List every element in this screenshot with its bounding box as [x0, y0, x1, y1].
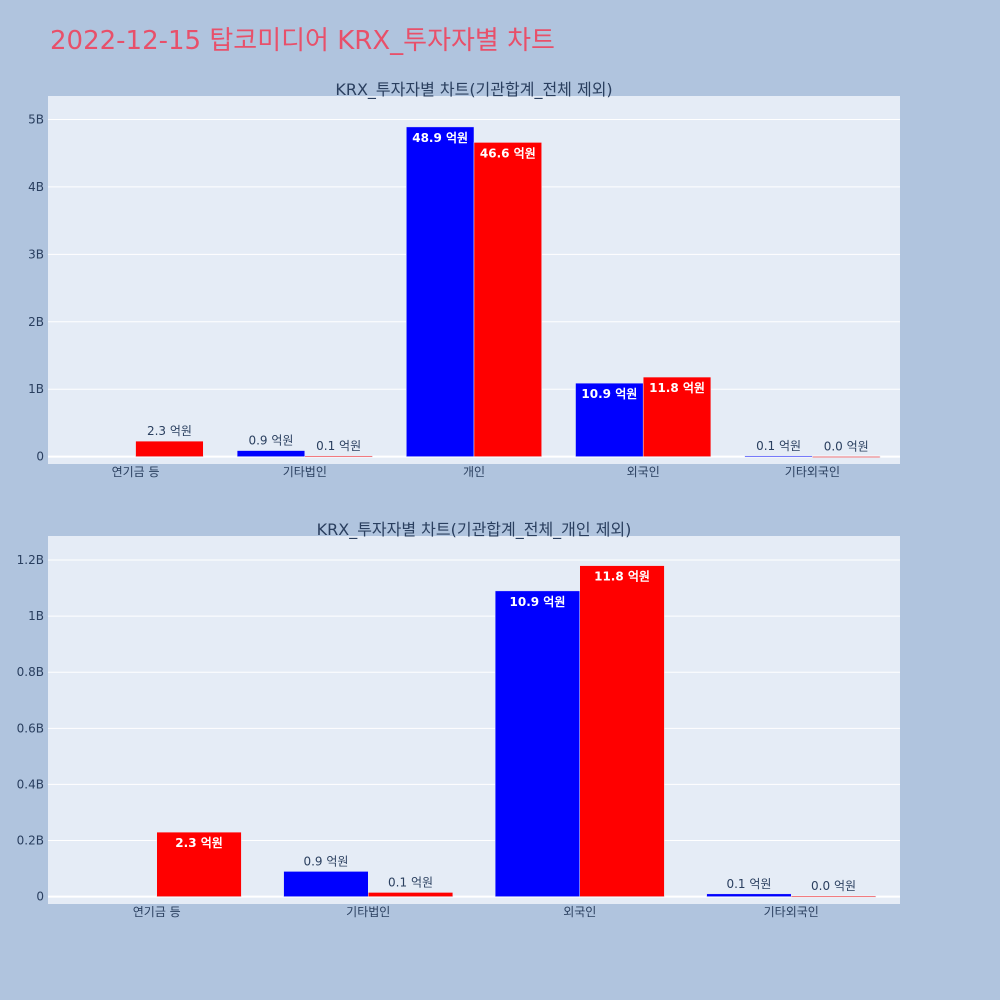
y-tick-label: 0.8B	[17, 665, 44, 679]
bar-data-label: 0.0 억원	[824, 439, 869, 453]
x-tick-label: 연기금 등	[133, 905, 181, 919]
x-ticks-top: 연기금 등 기타법인 개인 외국인 기타외국인	[112, 465, 840, 479]
bar	[283, 871, 369, 897]
bar-labels-bottom: 2.3 억원 0.9 억원 0.1 억원 10.9 억원 11.8 억원 0.1 억원 0.…	[175, 570, 856, 893]
bar	[406, 126, 475, 457]
y-tick-label: 4B	[28, 180, 44, 194]
bar	[304, 455, 373, 458]
bar	[473, 142, 542, 457]
y-tick-label: 0.2B	[17, 834, 44, 848]
y-tick-label: 1B	[28, 609, 44, 623]
y-tick-label: 2B	[28, 315, 44, 329]
bar-data-label: 11.8 억원	[594, 570, 650, 584]
y-tick-label: 3B	[28, 247, 44, 261]
bar-data-label: 10.9 억원	[510, 595, 566, 609]
x-ticks-bottom: 연기금 등 기타법인 외국인 기타외국인	[133, 905, 819, 919]
bar-data-label: 0.1 억원	[756, 439, 801, 453]
bars-top	[135, 126, 881, 458]
chart-bottom: 0 0.2B 0.4B 0.6B 0.8B 1B 1.2B 2.3 억원 0.9 억원 0.1 …	[17, 520, 900, 919]
x-tick-label: 기타법인	[346, 905, 390, 919]
x-tick-label: 기타외국인	[764, 905, 819, 919]
bar	[706, 893, 792, 897]
bar	[236, 450, 306, 457]
bar-data-label: 48.9 억원	[412, 131, 468, 145]
y-tick-label: 0.4B	[17, 777, 44, 791]
bar-data-label: 0.1 억원	[726, 877, 771, 891]
bar-data-label: 11.8 억원	[649, 381, 705, 395]
bar-data-label: 0.1 억원	[388, 875, 433, 889]
bar-data-label: 0.0 억원	[811, 879, 856, 893]
y-tick-label: 0	[36, 450, 44, 464]
bar-data-label: 2.3 억원	[175, 836, 223, 850]
x-tick-label: 연기금 등	[112, 465, 160, 479]
bar-data-label: 0.1 억원	[316, 439, 361, 453]
y-ticks-top: 0 1B 2B 3B 4B 5B	[28, 112, 44, 463]
bar	[744, 455, 813, 458]
bar-data-label: 2.3 억원	[147, 424, 192, 438]
bar	[368, 892, 454, 897]
x-tick-label: 외국인	[627, 465, 660, 479]
chart-title-bottom: KRX_투자자별 차트(기관합계_전체_개인 제외)	[317, 520, 632, 540]
bars-bottom	[156, 565, 877, 898]
bar	[575, 382, 644, 457]
bar-labels-top: 2.3 억원 0.9 억원 0.1 억원 48.9 억원 46.6 억원 10.9 억원 1…	[147, 131, 869, 454]
bar-data-label: 0.9 억원	[248, 434, 293, 448]
x-tick-label: 외국인	[563, 905, 596, 919]
page-title: 2022-12-15 탑코미디어 KRX_투자자별 차트	[50, 26, 555, 56]
bar	[791, 895, 877, 898]
x-tick-label: 기타외국인	[785, 465, 840, 479]
y-tick-label: 1B	[28, 382, 44, 396]
bar	[135, 440, 204, 457]
chart-title-top: KRX_투자자별 차트(기관합계_전체 제외)	[335, 80, 612, 100]
y-tick-label: 0	[36, 890, 44, 904]
x-tick-label: 기타법인	[283, 465, 327, 479]
y-tick-label: 5B	[28, 112, 44, 126]
y-tick-label: 0.6B	[17, 721, 44, 735]
bar-data-label: 46.6 억원	[480, 146, 536, 160]
bar	[494, 590, 580, 897]
bar-data-label: 10.9 억원	[581, 387, 637, 401]
bar	[812, 456, 881, 458]
bar	[579, 565, 665, 897]
x-tick-label: 개인	[463, 465, 485, 479]
bar-data-label: 0.9 억원	[303, 854, 348, 868]
y-tick-label: 1.2B	[17, 553, 44, 567]
bar	[156, 831, 242, 897]
y-ticks-bottom: 0 0.2B 0.4B 0.6B 0.8B 1B 1.2B	[17, 553, 44, 904]
chart-top: 0 1B 2B 3B 4B 5B 2.3 억원 0.9 억원 0.1 억원 48.9 억원 46.…	[28, 80, 900, 479]
bar	[642, 376, 712, 457]
